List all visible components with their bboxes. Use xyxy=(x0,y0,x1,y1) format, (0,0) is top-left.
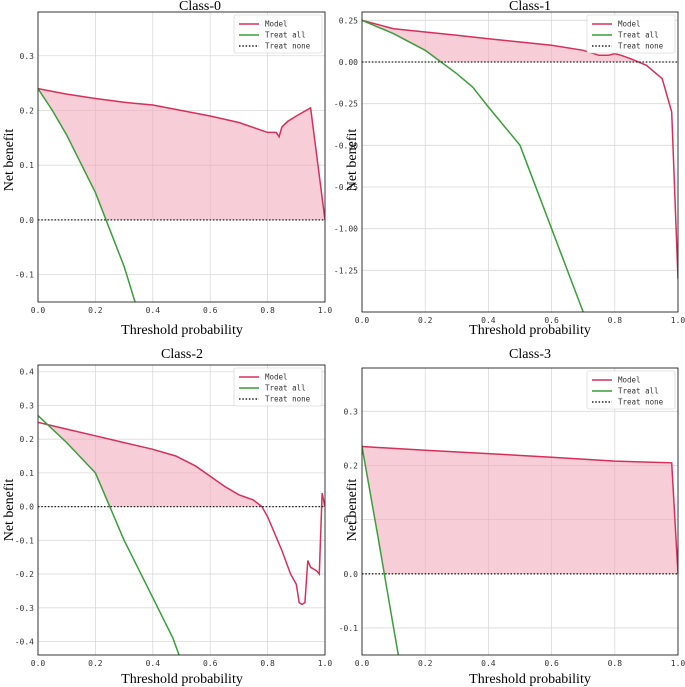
y-tick-label: 0.4 xyxy=(20,368,35,377)
y-tick-label: 0.1 xyxy=(20,161,35,170)
y-axis-label: Net benefit xyxy=(2,129,17,192)
chart-title: Class-2 xyxy=(161,347,203,362)
x-axis-label: Threshold probability xyxy=(469,323,591,338)
y-tick-label: -0.25 xyxy=(334,100,358,109)
x-tick-label: 0.4 xyxy=(146,306,161,315)
axes-frame xyxy=(361,367,679,656)
y-tick-label: -0.3 xyxy=(15,604,34,613)
series-line-model xyxy=(38,87,325,220)
x-tick-label: 0.0 xyxy=(355,316,370,325)
net-benefit-area xyxy=(362,446,678,574)
x-tick-label: 0.8 xyxy=(608,316,623,325)
x-tick-label: 0.2 xyxy=(88,659,103,668)
legend-label: Treat all xyxy=(618,31,659,40)
y-tick-label: 0.25 xyxy=(339,16,358,25)
x-axis-label: Threshold probability xyxy=(121,672,243,687)
y-tick-label: -0.75 xyxy=(334,183,358,192)
series-line-treat-all xyxy=(362,446,400,655)
legend-label: Treat all xyxy=(265,384,306,393)
x-tick-label: 0.8 xyxy=(260,306,275,315)
y-tick-label: 0.3 xyxy=(20,52,35,61)
y-tick-label: -1.00 xyxy=(334,225,358,234)
legend-label: Treat none xyxy=(265,42,311,51)
x-tick-label: 0.0 xyxy=(355,659,370,668)
legend-label: Model xyxy=(265,373,288,382)
y-tick-label: -0.1 xyxy=(339,624,358,633)
legend-label: Model xyxy=(618,20,641,29)
x-tick-label: 0.0 xyxy=(31,306,46,315)
y-tick-label: 0.2 xyxy=(20,435,35,444)
series-line-model xyxy=(362,445,678,574)
axes-frame xyxy=(37,11,326,303)
x-axis-label: Threshold probability xyxy=(121,323,243,338)
y-tick-label: 0.0 xyxy=(344,570,359,579)
y-tick-label: -0.50 xyxy=(334,141,358,150)
x-tick-label: 0.4 xyxy=(481,316,496,325)
y-tick-label: -0.2 xyxy=(15,570,34,579)
legend-label: Treat none xyxy=(265,395,311,404)
x-tick-label: 1.0 xyxy=(671,316,685,325)
x-tick-label: 1.0 xyxy=(671,659,685,668)
net-benefit-area xyxy=(362,20,678,62)
x-tick-label: 0.4 xyxy=(146,659,161,668)
y-axis-label: Net benefit xyxy=(345,479,360,542)
x-tick-label: 0.2 xyxy=(88,306,103,315)
legend-label: Treat none xyxy=(618,398,664,407)
legend: Model Treat all Treat none xyxy=(586,370,676,410)
x-tick-label: 0.6 xyxy=(203,306,218,315)
x-tick-label: 0.6 xyxy=(544,659,559,668)
legend-label: Model xyxy=(618,376,641,385)
series-line-model xyxy=(362,19,678,279)
net-benefit-area xyxy=(38,88,325,220)
y-tick-label: -0.1 xyxy=(15,536,34,545)
chart-panel-2: 0.0 0.2 0.4 0.6 0.8 1.0 -0.4 -0.3 -0.2 -0.1 0.0 0.1… xyxy=(2,347,332,687)
series-line-treat-all xyxy=(38,415,180,655)
x-tick-label: 0.4 xyxy=(481,659,496,668)
y-tick-label: 0.3 xyxy=(344,407,359,416)
y-tick-label: 0.00 xyxy=(339,58,358,67)
y-tick-label: 0.1 xyxy=(20,469,35,478)
legend: Model Treat all Treat none xyxy=(586,14,676,54)
chart-title: Class-0 xyxy=(179,0,221,14)
x-tick-label: 0.2 xyxy=(418,316,433,325)
series-line-model xyxy=(38,421,325,606)
chart-panel-0: 0.0 0.2 0.4 0.6 0.8 1.0 -0.1 0.0 0.1 0.2 0.3 Model T… xyxy=(2,0,332,338)
chart-panel-3: 0.0 0.2 0.4 0.6 0.8 1.0 -0.1 0.0 0.1 0.2 0.3 Model T… xyxy=(339,347,685,687)
y-axis-label: Net benefit xyxy=(345,129,360,192)
y-tick-label: 0.2 xyxy=(20,106,35,115)
x-tick-label: 0.2 xyxy=(418,659,433,668)
chart-title: Class-1 xyxy=(509,0,551,14)
y-tick-label: 0.2 xyxy=(344,461,359,470)
chart-title: Class-3 xyxy=(509,347,551,362)
y-axis-label: Net benefit xyxy=(2,479,17,542)
axes-frame xyxy=(37,364,326,656)
legend-label: Treat all xyxy=(265,31,306,40)
series-line-treat-all xyxy=(362,19,584,312)
x-tick-label: 0.6 xyxy=(544,316,559,325)
legend-label: Treat none xyxy=(618,42,664,51)
x-axis-label: Threshold probability xyxy=(469,672,591,687)
net-benefit-area xyxy=(38,415,325,507)
axes-frame xyxy=(361,11,679,313)
y-tick-label: 0.0 xyxy=(20,216,35,225)
chart-panel-1: 0.0 0.2 0.4 0.6 0.8 1.0 -1.25 -1.00 -0.75 -0.50 -0… xyxy=(334,0,685,338)
legend: Model Treat all Treat none xyxy=(233,367,323,407)
x-tick-label: 0.8 xyxy=(260,659,275,668)
legend-label: Treat all xyxy=(618,387,659,396)
y-tick-label: -1.25 xyxy=(334,266,358,275)
series-line-treat-all xyxy=(38,88,136,302)
y-tick-label: 0.3 xyxy=(20,401,35,410)
y-tick-label: 0.1 xyxy=(344,516,359,525)
y-tick-label: 0.0 xyxy=(20,503,35,512)
x-tick-label: 0.6 xyxy=(203,659,218,668)
x-tick-label: 0.0 xyxy=(31,659,46,668)
x-tick-label: 0.8 xyxy=(608,659,623,668)
y-tick-label: -0.1 xyxy=(15,271,34,280)
legend: Model Treat all Treat none xyxy=(233,14,323,54)
x-tick-label: 1.0 xyxy=(318,306,333,315)
y-tick-label: -0.4 xyxy=(15,638,34,647)
x-tick-label: 1.0 xyxy=(318,659,333,668)
legend-label: Model xyxy=(265,20,288,29)
